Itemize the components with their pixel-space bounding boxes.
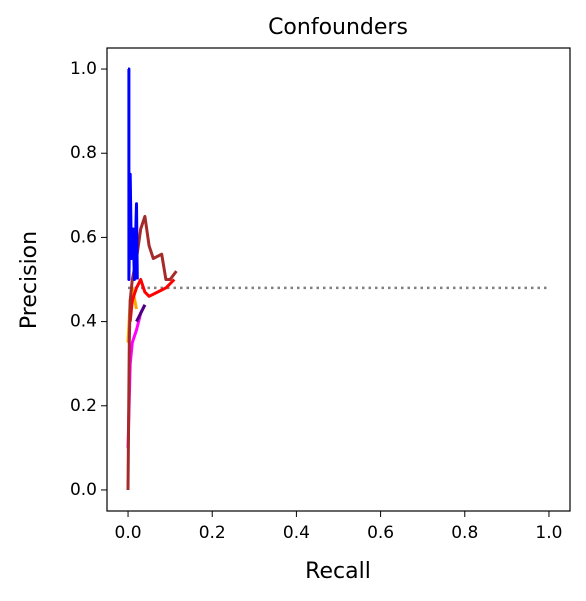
y-tick-label: 0.2 bbox=[70, 396, 97, 416]
y-axis-label: Precision bbox=[17, 231, 42, 329]
y-tick-label: 0.8 bbox=[70, 143, 97, 163]
chart-title: Confounders bbox=[268, 15, 408, 40]
pr-curve bbox=[126, 214, 178, 491]
pr-curve bbox=[127, 67, 139, 281]
x-tick-label: 0.0 bbox=[115, 523, 142, 543]
y-tick-label: 0.4 bbox=[70, 312, 97, 332]
x-tick-label: 0.8 bbox=[451, 523, 478, 543]
pr-curve bbox=[135, 304, 147, 323]
plot-frame bbox=[106, 47, 571, 512]
x-tick-label: 1.0 bbox=[535, 523, 562, 543]
pr-curve bbox=[128, 278, 176, 322]
x-tick-label: 0.2 bbox=[199, 523, 226, 543]
x-tick-label: 0.4 bbox=[283, 523, 310, 543]
x-tick-label: 0.6 bbox=[367, 523, 394, 543]
x-axis-label: Recall bbox=[305, 559, 371, 584]
y-tick-label: 1.0 bbox=[70, 59, 97, 79]
y-tick-label: 0.6 bbox=[70, 227, 97, 247]
y-tick-label: 0.0 bbox=[70, 480, 97, 500]
